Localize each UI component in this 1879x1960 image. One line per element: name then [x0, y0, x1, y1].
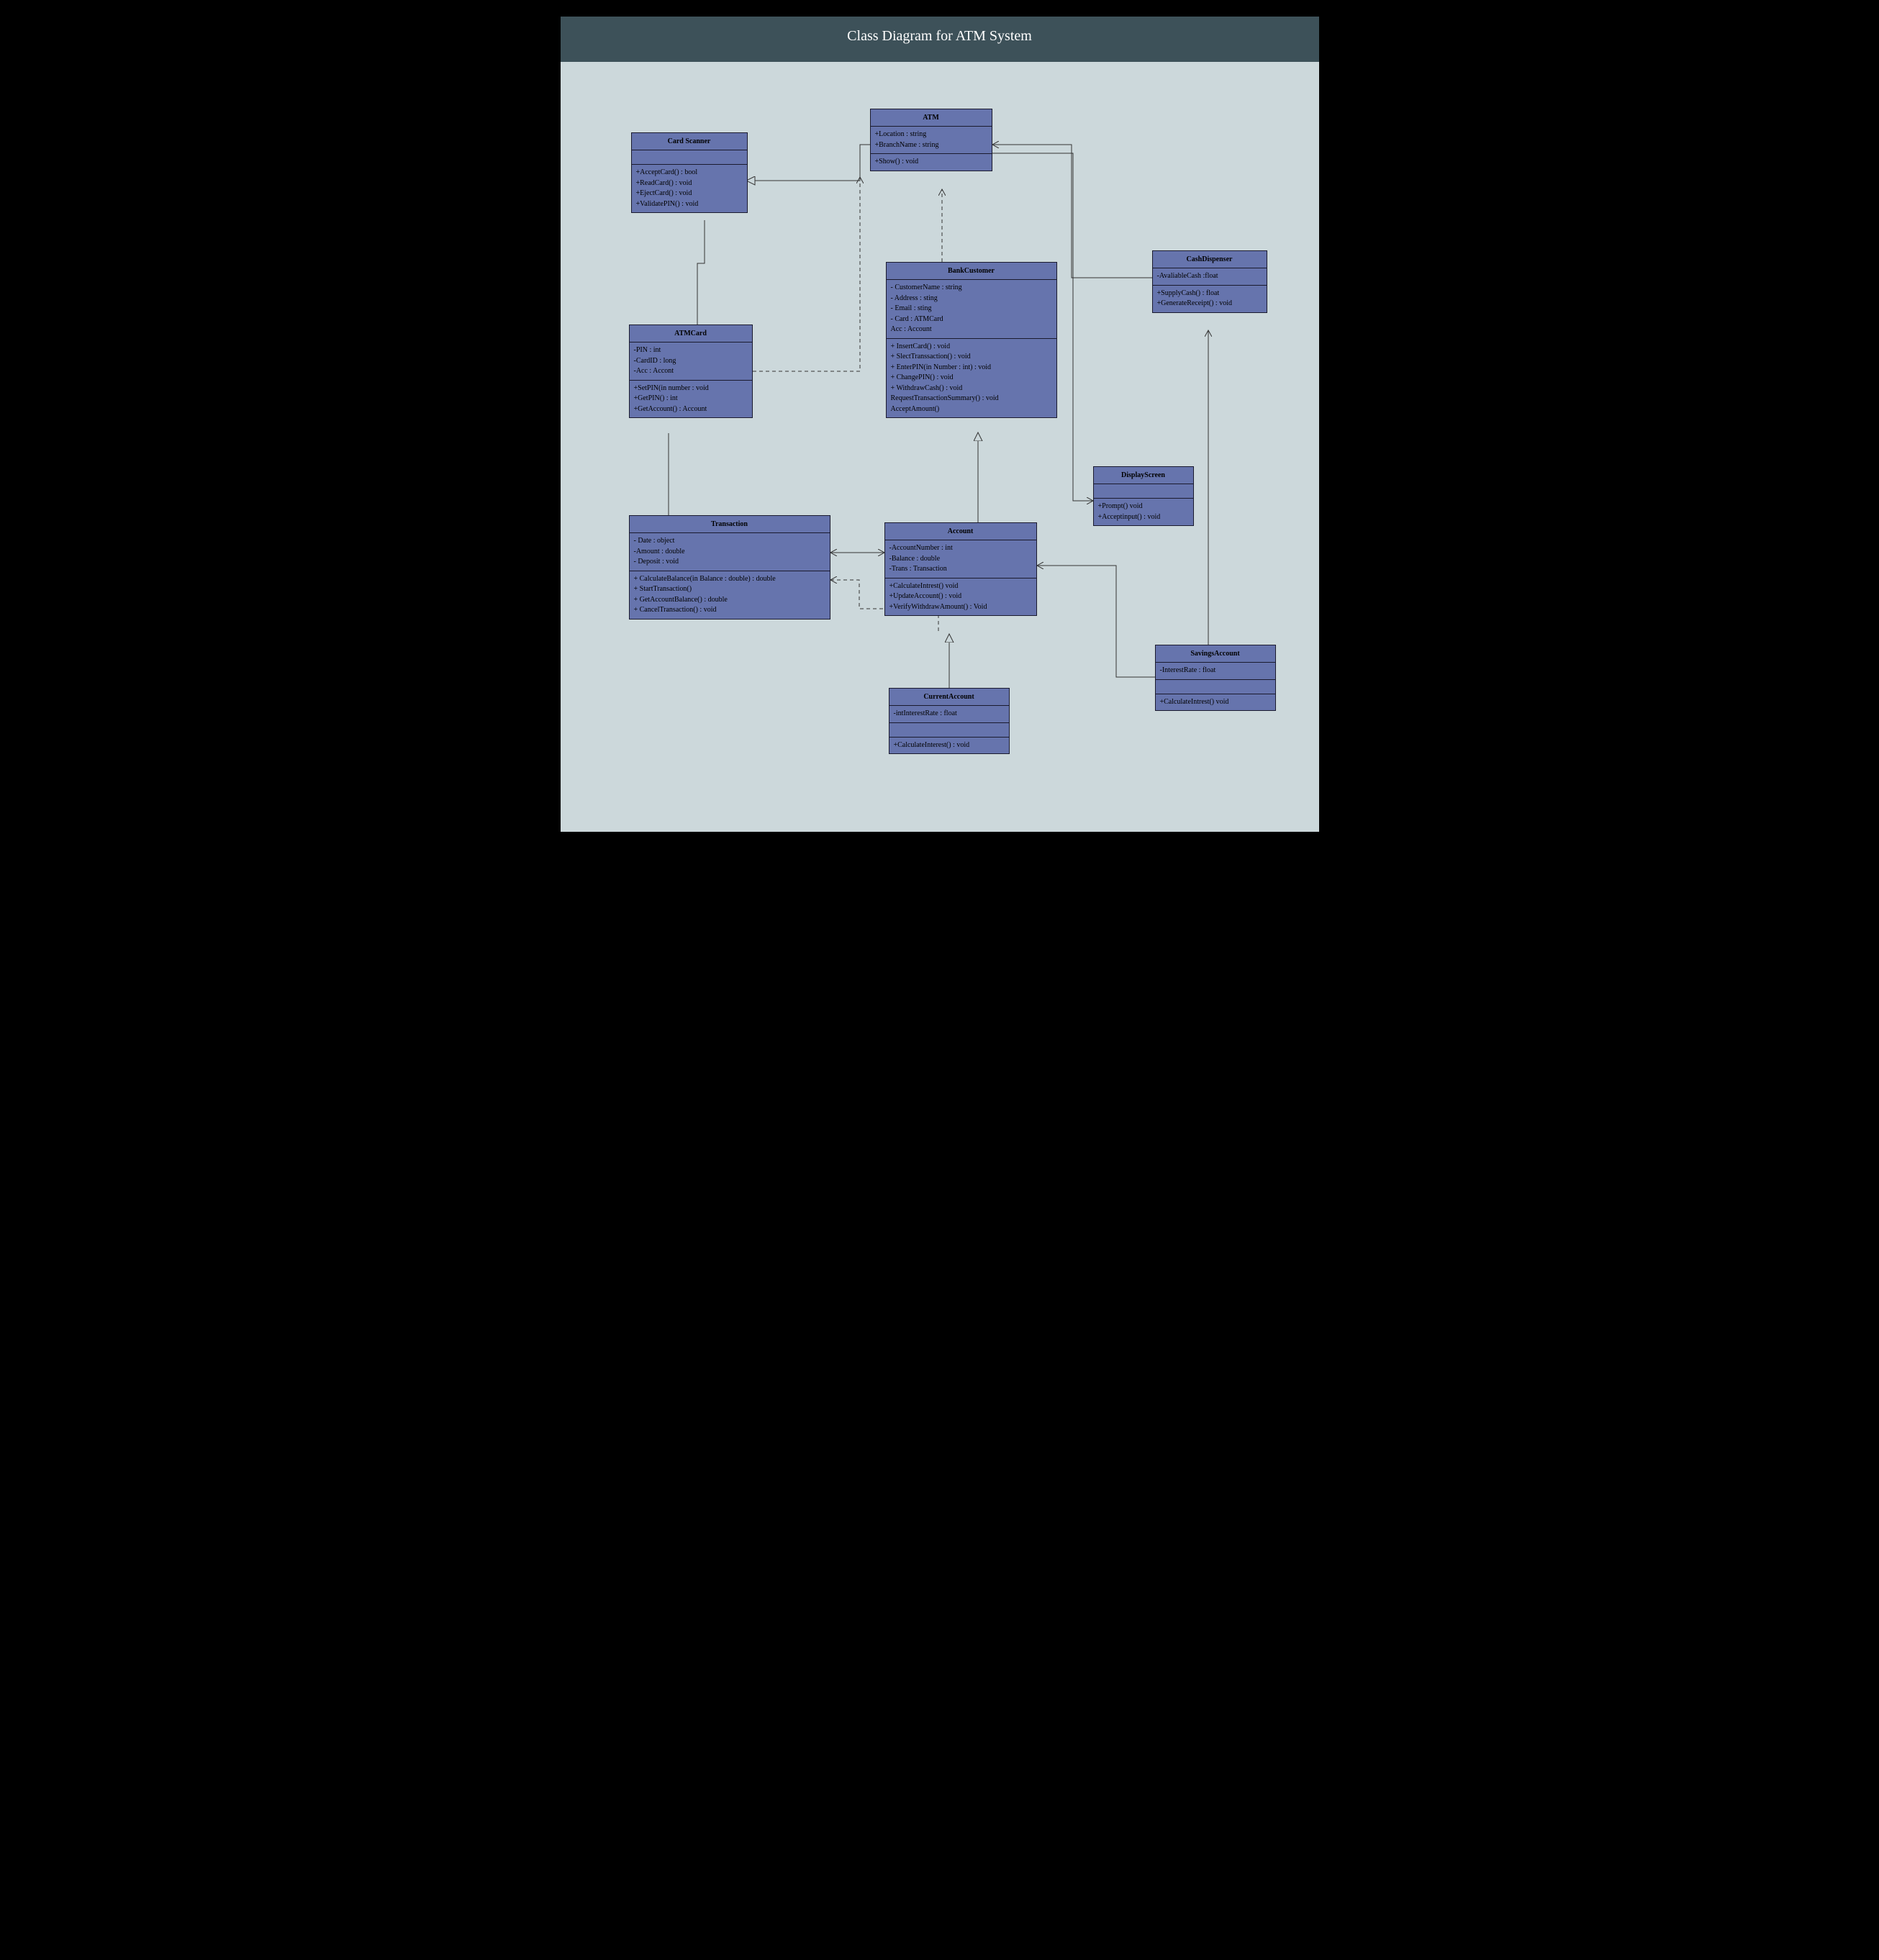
class-account: Account-AccountNumber : int-Balance : do…	[884, 522, 1037, 616]
edge-savingsaccount-account	[1037, 566, 1155, 677]
class-ops: +CalculateInterest() : void	[889, 738, 1009, 754]
op-row: +AcceptCard() : bool	[636, 168, 743, 178]
class-attrs: -intInterestRate : float	[889, 706, 1009, 723]
class-savingsAccount: SavingsAccount -InterestRate : float +Cal…	[1155, 645, 1276, 711]
class-attrs: -InterestRate : float	[1156, 663, 1275, 680]
diagram-frame: Class Diagram for ATM System Card Scanne…	[555, 11, 1325, 838]
class-bankCustomer: BankCustomer- CustomerName : string- Add…	[886, 262, 1057, 418]
class-title: BankCustomer	[887, 263, 1056, 280]
attr-row: -CardID : long	[634, 356, 748, 367]
class-atmCard: ATMCard-PIN : int-CardID : long-Acc : Ac…	[629, 325, 753, 418]
class-title: DisplayScreen	[1094, 467, 1193, 484]
class-attrs: -PIN : int-CardID : long-Acc : Accont	[630, 342, 752, 381]
class-ops: +Show() : void	[871, 154, 992, 171]
op-row: + CancelTransaction() : void	[634, 605, 825, 616]
op-row: +CalculateIntrest() void	[1160, 697, 1271, 708]
attr-row: -Balance : double	[889, 554, 1032, 565]
attr-row: - Address : sting	[891, 294, 1052, 304]
page-title: Class Diagram for ATM System	[561, 17, 1319, 62]
attr-row: - CustomerName : string	[891, 283, 1052, 294]
class-displayScreen: DisplayScreen +Prompt() void+Acceptinput…	[1093, 466, 1194, 526]
op-row: AcceptAmount()	[891, 404, 1052, 415]
class-attrs	[632, 150, 747, 165]
attr-row: -Amount : double	[634, 547, 825, 558]
op-row: +UpdateAccount() : void	[889, 591, 1032, 602]
class-attrs: - CustomerName : string- Address : sting…	[887, 280, 1056, 339]
op-row: +Show() : void	[875, 157, 987, 168]
op-row: + StartTransaction()	[634, 584, 825, 595]
op-row: +ValidatePIN() : void	[636, 199, 743, 210]
diagram-canvas: Card Scanner +AcceptCard() : bool+ReadCa…	[561, 62, 1319, 832]
class-ops: +CalculateIntrest() void+UpdateAccount()…	[885, 579, 1036, 616]
op-row: +GetAccount() : Account	[634, 404, 748, 415]
op-row: + EnterPIN(in Number : int) : void	[891, 363, 1052, 373]
attr-row: - Date : object	[634, 536, 825, 547]
attr-row: -Acc : Accont	[634, 366, 748, 377]
class-title: ATM	[871, 109, 992, 127]
op-row: +GenerateReceipt() : void	[1157, 299, 1262, 309]
class-attrs: -AccountNumber : int-Balance : double-Tr…	[885, 540, 1036, 579]
class-attrs: +Location : string+BranchName : string	[871, 127, 992, 154]
class-ops: +Prompt() void+Acceptinput() : void	[1094, 499, 1193, 525]
attr-row: -PIN : int	[634, 345, 748, 356]
op-row: +EjectCard() : void	[636, 189, 743, 199]
attr-row: +BranchName : string	[875, 140, 987, 151]
attr-row: - Email : sting	[891, 304, 1052, 314]
class-ops: +AcceptCard() : bool+ReadCard() : void+E…	[632, 165, 747, 212]
attr-row: -Trans : Transaction	[889, 564, 1032, 575]
op-row: +Acceptinput() : void	[1098, 512, 1189, 523]
op-row: +SupplyCash() : float	[1157, 289, 1262, 299]
class-title: CurrentAccount	[889, 689, 1009, 706]
edge-scanner-atmcard	[697, 220, 705, 325]
class-title: Transaction	[630, 516, 830, 533]
op-row: +CalculateIntrest() void	[889, 581, 1032, 592]
class-ops: +SupplyCash() : float+GenerateReceipt() …	[1153, 286, 1267, 312]
op-row: +ReadCard() : void	[636, 178, 743, 189]
class-title: SavingsAccount	[1156, 645, 1275, 663]
op-row: + WithdrawCash() : void	[891, 384, 1052, 394]
attr-row: -AvaliableCash :float	[1157, 271, 1262, 282]
class-ops: + InsertCard() : void+ SlectTranssaction…	[887, 339, 1056, 418]
attr-row: -AccountNumber : int	[889, 543, 1032, 554]
class-title: Card Scanner	[632, 133, 747, 150]
class-attrs	[1094, 484, 1193, 499]
edge-atmcard-atm	[753, 177, 860, 371]
class-ops: +CalculateIntrest() void	[1156, 694, 1275, 711]
class-title: Account	[885, 523, 1036, 540]
attr-row: -InterestRate : float	[1160, 666, 1271, 676]
attr-row: - Card : ATMCard	[891, 314, 1052, 325]
class-atm: ATM+Location : string+BranchName : strin…	[870, 109, 992, 171]
op-row: +Prompt() void	[1098, 502, 1189, 512]
class-attrs: -AvaliableCash :float	[1153, 268, 1267, 286]
class-cardScanner: Card Scanner +AcceptCard() : bool+ReadCa…	[631, 132, 748, 213]
attr-row: Acc : Account	[891, 325, 1052, 335]
op-row: + SlectTranssaction() : void	[891, 352, 1052, 363]
attr-row: - Deposit : void	[634, 557, 825, 568]
op-row: +VerifyWithdrawAmount() : Void	[889, 602, 1032, 613]
op-row: + InsertCard() : void	[891, 342, 1052, 353]
op-row: +SetPIN(in number : void	[634, 384, 748, 394]
class-mid	[1156, 680, 1275, 694]
class-ops: +SetPIN(in number : void+GetPIN() : int+…	[630, 381, 752, 418]
class-ops: + CalculateBalance(in Balance : double) …	[630, 571, 830, 619]
edge-scanner-atm	[748, 145, 870, 181]
op-row: +CalculateInterest() : void	[894, 740, 1005, 751]
op-row: + CalculateBalance(in Balance : double) …	[634, 574, 825, 585]
class-cashDispenser: CashDispenser -AvaliableCash :float +Suppl…	[1152, 250, 1267, 313]
class-currentAccount: CurrentAccount -intInterestRate : float +…	[889, 688, 1010, 754]
class-title: CashDispenser	[1153, 251, 1267, 268]
class-title: ATMCard	[630, 325, 752, 342]
class-attrs: - Date : object-Amount : double- Deposit…	[630, 533, 830, 571]
op-row: +GetPIN() : int	[634, 394, 748, 404]
edge-cashdisp-atm	[992, 145, 1152, 278]
class-mid	[889, 723, 1009, 738]
attr-row: +Location : string	[875, 130, 987, 140]
op-row: + ChangePIN() : void	[891, 373, 1052, 384]
op-row: RequestTransactionSummary() : void	[891, 394, 1052, 404]
attr-row: -intInterestRate : float	[894, 709, 1005, 720]
class-transaction: Transaction- Date : object-Amount : doub…	[629, 515, 830, 620]
op-row: + GetAccountBalance() : double	[634, 595, 825, 606]
